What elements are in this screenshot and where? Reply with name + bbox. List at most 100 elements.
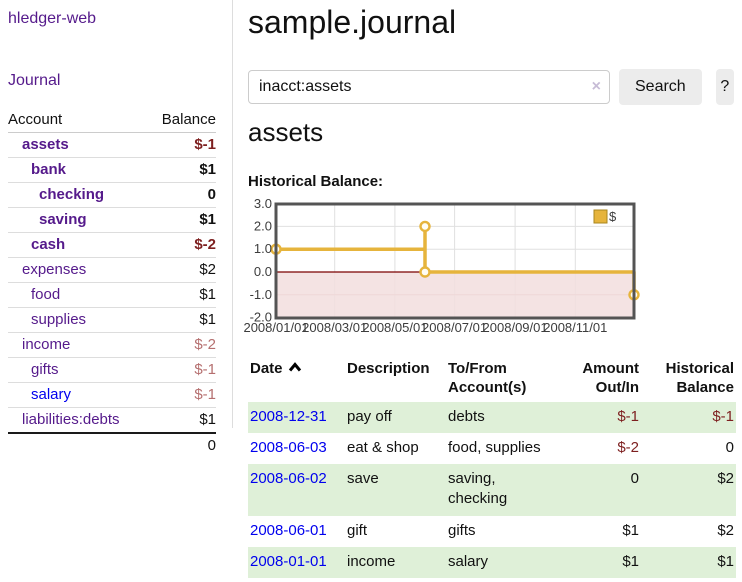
search-button[interactable]: Search: [619, 69, 702, 105]
account-row: bank $1: [8, 157, 216, 183]
account-row: income $-2: [8, 332, 216, 358]
account-row: saving $1: [8, 207, 216, 233]
transaction-amount: $-1: [617, 407, 639, 425]
x-tick-label: 2008/05/01: [362, 320, 427, 335]
y-tick-label: 1.0: [254, 241, 272, 256]
account-balance: $-1: [147, 382, 216, 408]
transaction-description: eat & shop: [347, 438, 419, 456]
sort-ascending-icon: [288, 362, 301, 372]
transaction-date-link[interactable]: 2008-01-01: [250, 552, 327, 570]
transaction-accounts: gifts: [448, 521, 476, 539]
y-tick-label: 2.0: [254, 218, 272, 233]
account-balance: $1: [147, 207, 216, 233]
account-balance: $-1: [147, 132, 216, 158]
x-tick-label: 2008/07/01: [422, 320, 487, 335]
transaction-date-link[interactable]: 2008-06-01: [250, 521, 327, 539]
transaction-balance: 0: [725, 438, 734, 456]
accounts-total-row: 0: [8, 432, 216, 458]
transaction-amount: $-2: [617, 438, 639, 456]
account-balance: $1: [147, 307, 216, 333]
account-link-bank[interactable]: bank: [31, 161, 67, 178]
register-row: 2008-06-01 gift gifts $1 $2: [248, 516, 736, 547]
legend-swatch: [593, 209, 608, 224]
x-tick-label: 2008/03/01: [302, 320, 367, 335]
transaction-description: save: [347, 470, 379, 487]
transaction-amount: $1: [622, 521, 639, 539]
date-column-header[interactable]: Date: [248, 356, 345, 402]
chart-legend: $: [593, 209, 617, 224]
transaction-balance: $2: [717, 521, 734, 539]
account-link-checking[interactable]: checking: [39, 186, 105, 203]
x-tick-label: 2008/09/01: [483, 320, 548, 335]
account-row: assets $-1: [8, 132, 216, 158]
page-title: sample.journal: [248, 4, 457, 40]
transaction-date-link[interactable]: 2008-12-31: [250, 407, 327, 425]
account-balance: $-1: [147, 357, 216, 383]
amount-column-header: Amount Out/In: [582, 360, 639, 396]
account-row: supplies $1: [8, 307, 216, 333]
account-row: liabilities:debts $1: [8, 408, 216, 434]
account-row: salary $-1: [8, 382, 216, 408]
register-header-row: Date Description To/From Account(s) Amou…: [248, 356, 736, 402]
brand-link[interactable]: hledger-web: [8, 10, 97, 27]
account-link-assets[interactable]: assets: [22, 136, 69, 153]
account-link-liabilities-debts[interactable]: liabilities:debts: [22, 411, 120, 428]
accounts-table-header: Account Balance: [8, 108, 216, 133]
account-link-salary[interactable]: salary: [31, 386, 72, 403]
y-tick-label: 3.0: [254, 196, 272, 211]
account-link-expenses[interactable]: expenses: [22, 261, 87, 278]
account-row: checking 0: [8, 182, 216, 208]
main-content: sample.journal × Search ? assets Histori…: [243, 0, 738, 582]
chart-frame: [274, 202, 636, 320]
account-balance: $1: [199, 411, 216, 428]
help-button[interactable]: ?: [715, 69, 734, 105]
transaction-description: gift: [347, 521, 368, 539]
transaction-accounts: debts: [448, 407, 485, 425]
register-row: 2008-06-02 save saving, checking 0 $2: [248, 464, 736, 516]
balance-column-header: Historical Balance: [665, 360, 734, 396]
transaction-description: income: [347, 552, 396, 570]
sidebar: hledger-web Journal Account Balance asse…: [8, 10, 216, 458]
account-heading: assets: [248, 117, 324, 147]
y-tick-label: 0.0: [254, 264, 272, 279]
account-link-gifts[interactable]: gifts: [31, 361, 59, 378]
x-tick-label: 2008/11/01: [543, 320, 607, 335]
chart-title: Historical Balance:: [248, 173, 384, 190]
sidebar-item-journal[interactable]: Journal: [8, 72, 61, 89]
transaction-accounts: saving, checking: [448, 470, 508, 508]
legend-label: $: [609, 209, 617, 224]
account-link-income[interactable]: income: [22, 336, 71, 353]
register-row: 2008-06-03 eat & shop food, supplies $-2…: [248, 433, 736, 464]
search-input[interactable]: [248, 70, 610, 104]
search-bar: × Search ?: [248, 69, 734, 105]
account-link-saving[interactable]: saving: [39, 211, 87, 228]
historical-balance-chart: $ 3.0 2.0 1.0 0.0 -1.0 -2.0 2008/01/01 2…: [243, 196, 734, 344]
account-balance: $1: [147, 157, 216, 183]
negative-region: [276, 272, 634, 318]
accounts-total-value: 0: [147, 432, 216, 458]
transaction-balance: $1: [717, 552, 734, 570]
register-row: 2008-01-01 income salary $1 $1: [248, 546, 736, 578]
transaction-accounts: food, supplies: [448, 438, 541, 456]
account-balance: $-2: [147, 332, 216, 358]
account-balance: $-2: [147, 232, 216, 258]
account-row: cash $-2: [8, 232, 216, 258]
account-row: gifts $-1: [8, 357, 216, 383]
transaction-accounts: salary: [448, 552, 489, 570]
transaction-amount: $1: [622, 552, 639, 570]
clear-search-icon[interactable]: ×: [591, 78, 601, 95]
register-table: Date Description To/From Account(s) Amou…: [248, 356, 736, 578]
account-balance: $1: [147, 282, 216, 308]
account-link-cash[interactable]: cash: [31, 236, 66, 253]
account-link-supplies[interactable]: supplies: [31, 311, 87, 328]
account-row: expenses $2: [8, 257, 216, 283]
account-link-food[interactable]: food: [31, 286, 61, 303]
transaction-date-link[interactable]: 2008-06-03: [250, 438, 327, 456]
sidebar-divider: [232, 0, 233, 428]
chart-plot: $ 3.0 2.0 1.0 0.0 -1.0 -2.0 2008/01/01 2…: [243, 196, 640, 335]
transaction-description: pay off: [347, 407, 392, 425]
account-balance: $2: [147, 257, 216, 283]
data-point: [419, 266, 431, 278]
transaction-date-link[interactable]: 2008-06-02: [250, 470, 327, 487]
